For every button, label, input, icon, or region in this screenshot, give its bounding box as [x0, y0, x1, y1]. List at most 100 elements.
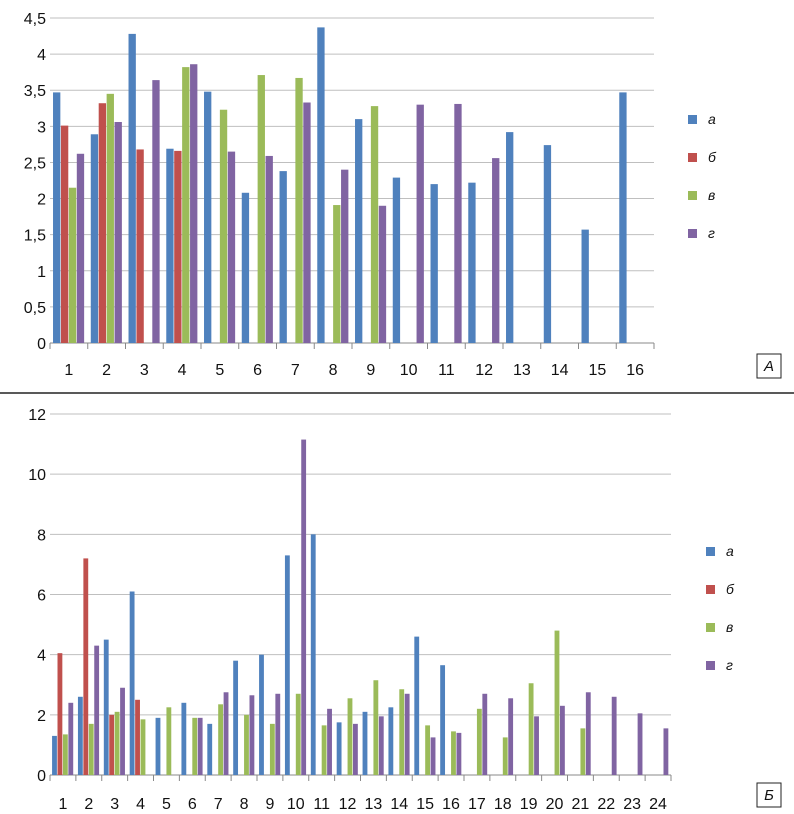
bar-г-9 [275, 693, 281, 775]
x-tick-label: 11 [438, 362, 455, 379]
bar-а-15 [414, 636, 420, 775]
x-tick-label: 9 [366, 362, 375, 379]
y-tick-label: 12 [28, 407, 46, 424]
bar-в-4 [140, 719, 146, 775]
bar-б-2 [98, 103, 107, 343]
chart-panel-a: 00,511,522,533,544,51 2 3 4 5 6 7 8 9 10 11 12 13 14 1… [24, 11, 782, 379]
bar-а-5 [155, 717, 161, 775]
x-tick-label: 8 [240, 796, 249, 813]
x-tick-label: 9 [265, 796, 274, 813]
x-tick-label: 5 [162, 796, 171, 813]
legend-swatch [706, 661, 715, 670]
legend-swatch [688, 115, 697, 124]
bar-г-3 [152, 80, 160, 343]
x-tick-label: 1 [64, 362, 73, 379]
bar-г-5 [227, 151, 236, 343]
x-tick-label: 6 [188, 796, 197, 813]
bar-б-3 [109, 714, 115, 775]
bar-а-10 [284, 555, 290, 775]
bar-в-11 [321, 725, 327, 775]
x-tick-label: 20 [546, 796, 564, 813]
y-tick-label: 2 [37, 708, 46, 725]
x-tick-label: 6 [253, 362, 262, 379]
legend-swatch [688, 229, 697, 238]
bar-а-13 [362, 711, 368, 775]
bar-а-13 [506, 132, 514, 343]
x-tick-label: 10 [400, 362, 418, 379]
bar-в-6 [257, 75, 265, 344]
legend-label: г [726, 657, 733, 673]
bar-а-12 [468, 182, 476, 343]
y-tick-label: 4 [37, 47, 46, 64]
x-tick-label: 1 [58, 796, 67, 813]
legend-label: а [726, 543, 734, 559]
x-tick-label: 13 [513, 362, 531, 379]
bar-а-12 [336, 722, 342, 775]
bar-б-4 [174, 150, 182, 343]
bar-г-19 [534, 716, 539, 775]
bar-г-15 [430, 737, 436, 775]
bar-а-6 [241, 192, 250, 343]
bar-в-13 [373, 680, 379, 775]
bar-в-12 [347, 698, 353, 775]
bar-в-8 [244, 714, 249, 775]
x-tick-label: 21 [572, 796, 590, 813]
y-tick-label: 1,5 [24, 228, 46, 245]
x-tick-label: 7 [214, 796, 223, 813]
bar-а-4 [166, 148, 174, 343]
x-tick-label: 4 [178, 362, 187, 379]
x-tick-label: 19 [520, 796, 538, 813]
x-tick-label: 4 [136, 796, 145, 813]
bar-г-22 [611, 696, 617, 775]
bar-г-14 [404, 693, 410, 775]
bar-г-7 [303, 102, 311, 343]
y-tick-label: 4,5 [24, 11, 46, 28]
legend-label: г [708, 225, 715, 241]
legend-swatch [706, 623, 715, 632]
bar-а-16 [440, 665, 446, 775]
bar-а-11 [430, 184, 438, 343]
y-tick-label: 10 [28, 467, 46, 484]
y-tick-label: 2,5 [24, 155, 46, 172]
panel-label-box [756, 353, 782, 379]
legend-label: б [708, 149, 717, 165]
x-tick-label: 12 [475, 362, 493, 379]
bar-г-16 [456, 732, 462, 775]
bar-в-5 [219, 109, 228, 343]
bar-в-4 [182, 67, 190, 343]
bar-б-1 [60, 125, 69, 343]
bar-г-9 [378, 205, 387, 343]
bar-а-3 [103, 639, 109, 775]
bar-а-11 [310, 534, 316, 775]
bar-в-17 [476, 708, 482, 775]
bar-а-4 [129, 591, 135, 775]
bar-б-1 [57, 653, 63, 775]
bar-г-24 [663, 728, 669, 775]
bar-г-2 [94, 645, 100, 775]
bar-а-16 [619, 92, 627, 343]
bar-в-6 [192, 717, 198, 775]
legend-swatch [688, 191, 697, 200]
bar-в-1 [68, 187, 77, 343]
bar-а-8 [317, 27, 325, 344]
y-tick-label: 0,5 [24, 300, 46, 317]
legend-swatch [688, 153, 697, 162]
bar-а-7 [207, 723, 213, 775]
bar-г-6 [265, 155, 273, 343]
bar-в-14 [399, 689, 405, 775]
bar-г-4 [190, 64, 198, 343]
y-tick-label: 3,5 [24, 83, 46, 100]
bar-б-3 [136, 149, 144, 343]
x-tick-label: 15 [588, 362, 606, 379]
bar-г-10 [416, 104, 424, 344]
bar-в-18 [502, 737, 508, 775]
y-tick-label: 3 [37, 119, 46, 136]
x-tick-label: 10 [287, 796, 305, 813]
legend-label: в [726, 619, 733, 635]
bar-а-1 [53, 92, 61, 343]
bar-г-18 [508, 698, 514, 775]
bar-г-1 [76, 153, 85, 343]
x-tick-label: 11 [313, 796, 330, 813]
